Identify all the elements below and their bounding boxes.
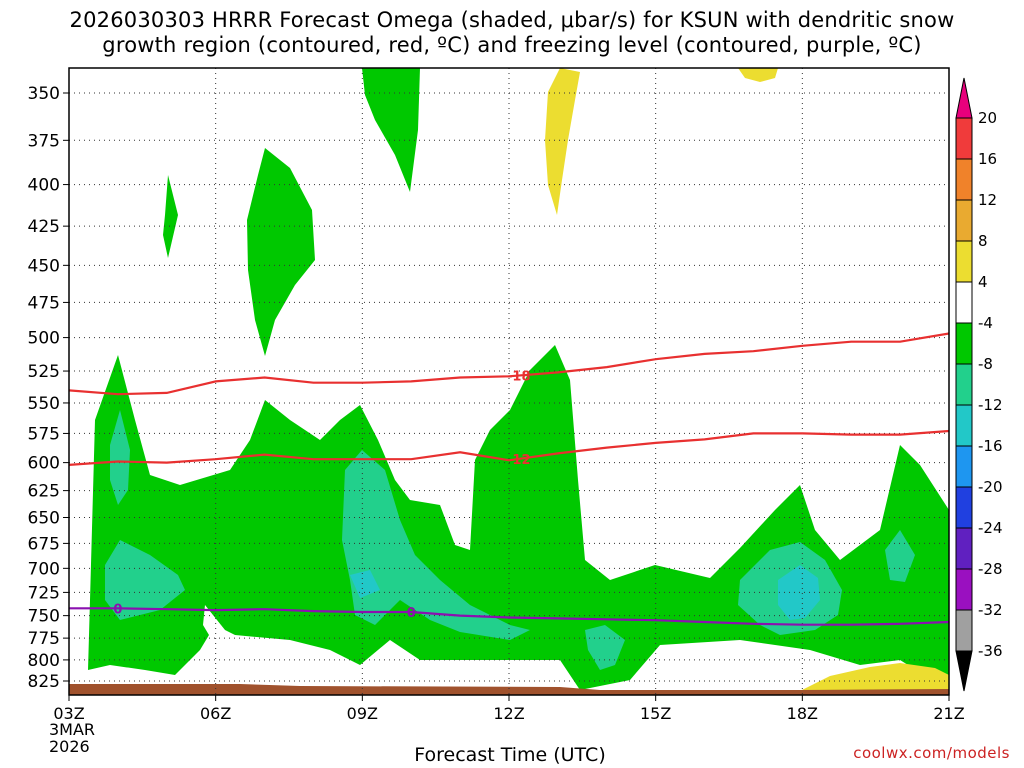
y-tick-label: 525 xyxy=(28,362,60,382)
y-tick-label: 675 xyxy=(28,534,60,554)
y-tick-label: 775 xyxy=(28,629,60,649)
y-tick-label: 800 xyxy=(28,651,60,671)
colorbar-label: -4 xyxy=(978,314,993,332)
colorbar-swatch xyxy=(955,199,973,242)
x-tick-label: 09Z xyxy=(347,704,378,723)
colorbar-swatch xyxy=(955,445,973,488)
y-tick-label: 700 xyxy=(28,559,60,579)
colorbar-swatch xyxy=(955,609,973,652)
colorbar-label: 12 xyxy=(978,191,997,209)
colorbar-label: 8 xyxy=(978,232,988,250)
colorbar-swatch xyxy=(955,158,973,201)
colorbar-label: -8 xyxy=(978,355,993,373)
colorbar-top-arrow xyxy=(955,77,973,119)
y-tick-label: 375 xyxy=(28,131,60,151)
contour-lines: -18 -12 0 0 xyxy=(69,332,949,626)
y-tick-label: 600 xyxy=(28,454,60,474)
omega-region-teal-west xyxy=(105,540,185,620)
y-tick-label: 400 xyxy=(28,176,60,196)
x-tick-label: 03Z xyxy=(53,704,84,723)
colorbar-label: -32 xyxy=(978,601,1003,619)
x-tick-label: 15Z xyxy=(640,704,671,723)
x-date-month: 3MAR xyxy=(49,720,95,739)
contour-label: -12 xyxy=(507,453,531,468)
omega-region-yellow-top-17z xyxy=(738,68,778,82)
y-tick-label: 725 xyxy=(28,583,60,603)
colorbar-label: -36 xyxy=(978,642,1003,660)
colorbar-label: -12 xyxy=(978,396,1003,414)
x-tick-label: 06Z xyxy=(200,704,231,723)
omega-region-yellow-13z xyxy=(545,68,580,215)
y-tick-label: 625 xyxy=(28,482,60,502)
x-tick-label: 18Z xyxy=(787,704,818,723)
omega-region-green-upper-05z xyxy=(163,175,178,258)
colorbar-label: -24 xyxy=(978,519,1003,537)
y-tick-label: 825 xyxy=(28,672,60,692)
y-tick-label: 575 xyxy=(28,424,60,444)
omega-region-green-lower xyxy=(88,345,949,690)
colorbar-swatch xyxy=(955,281,973,324)
x-date-year: 2026 xyxy=(49,737,90,756)
colorbar: 20 16 12 8 4 -4 -8 -12 -16 -20 -24 -28 -32 -36 xyxy=(955,77,1003,692)
omega-shading xyxy=(69,68,949,695)
terrain xyxy=(69,684,949,695)
y-tick-label: 450 xyxy=(28,256,60,276)
colorbar-swatch xyxy=(955,486,973,529)
contour-label: 0 xyxy=(407,606,416,621)
contour-label: 0 xyxy=(113,602,122,617)
y-tick-label: 550 xyxy=(28,394,60,414)
chart-title-line1: 2026030303 HRRR Forecast Omega (shaded, … xyxy=(69,8,955,32)
omega-region-yellow-bottom-east xyxy=(802,663,949,695)
colorbar-label: 16 xyxy=(978,150,997,168)
omega-region-green-upper-07z xyxy=(247,148,315,356)
chart-title-line2: growth region (contoured, red, ºC) and f… xyxy=(102,33,922,57)
colorbar-label: -28 xyxy=(978,560,1003,578)
colorbar-swatch xyxy=(955,322,973,365)
colorbar-label: 20 xyxy=(978,109,997,127)
omega-region-green-upper-09z xyxy=(362,68,420,192)
contour-line xyxy=(69,607,949,626)
source-url: coolwx.com/models xyxy=(853,744,1010,762)
y-tick-label: 350 xyxy=(28,84,60,104)
x-axis-label: Forecast Time (UTC) xyxy=(414,744,606,766)
colorbar-label: -20 xyxy=(978,478,1003,496)
gridlines xyxy=(69,68,949,695)
contour-line xyxy=(69,332,949,396)
colorbar-swatch xyxy=(955,527,973,570)
colorbar-swatch xyxy=(955,117,973,160)
contour-line xyxy=(69,429,949,466)
y-axis: 350 375 400 425 450 475 500 525 550 575 600 625 650 6… xyxy=(28,84,69,692)
y-tick-label: 750 xyxy=(28,607,60,627)
y-tick-label: 425 xyxy=(28,217,60,237)
colorbar-swatch xyxy=(955,363,973,406)
colorbar-label: 4 xyxy=(978,273,988,291)
y-tick-label: 650 xyxy=(28,509,60,529)
y-tick-label: 475 xyxy=(28,293,60,313)
x-axis: 03Z 06Z 09Z 12Z 15Z 18Z 21Z xyxy=(53,695,965,723)
x-tick-label: 12Z xyxy=(493,704,524,723)
contour-label: -18 xyxy=(507,369,531,384)
colorbar-swatch xyxy=(955,404,973,447)
colorbar-label: -16 xyxy=(978,437,1003,455)
colorbar-bottom-arrow xyxy=(955,650,973,692)
x-tick-label: 21Z xyxy=(933,704,964,723)
colorbar-swatch xyxy=(955,240,973,283)
y-tick-label: 500 xyxy=(28,329,60,349)
colorbar-swatch xyxy=(955,568,973,611)
